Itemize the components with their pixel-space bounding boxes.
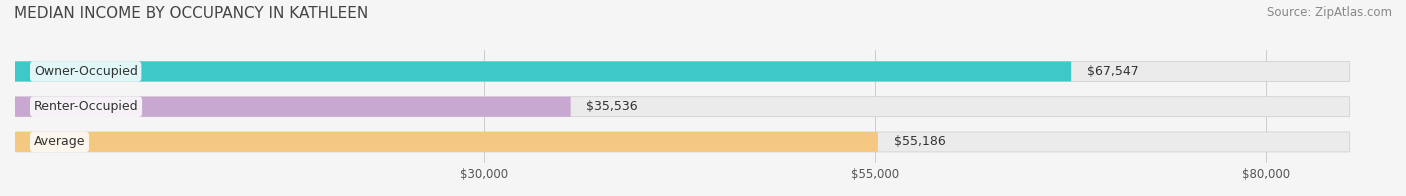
FancyBboxPatch shape: [15, 62, 1071, 81]
Text: Source: ZipAtlas.com: Source: ZipAtlas.com: [1267, 6, 1392, 19]
Text: Owner-Occupied: Owner-Occupied: [34, 65, 138, 78]
Text: Average: Average: [34, 135, 86, 149]
FancyBboxPatch shape: [15, 62, 1350, 81]
FancyBboxPatch shape: [15, 97, 571, 117]
FancyBboxPatch shape: [15, 132, 1350, 152]
Text: $35,536: $35,536: [586, 100, 638, 113]
Text: $55,186: $55,186: [894, 135, 945, 149]
Text: MEDIAN INCOME BY OCCUPANCY IN KATHLEEN: MEDIAN INCOME BY OCCUPANCY IN KATHLEEN: [14, 6, 368, 21]
Text: $67,547: $67,547: [1087, 65, 1139, 78]
FancyBboxPatch shape: [15, 132, 877, 152]
FancyBboxPatch shape: [15, 97, 1350, 117]
Text: Renter-Occupied: Renter-Occupied: [34, 100, 138, 113]
